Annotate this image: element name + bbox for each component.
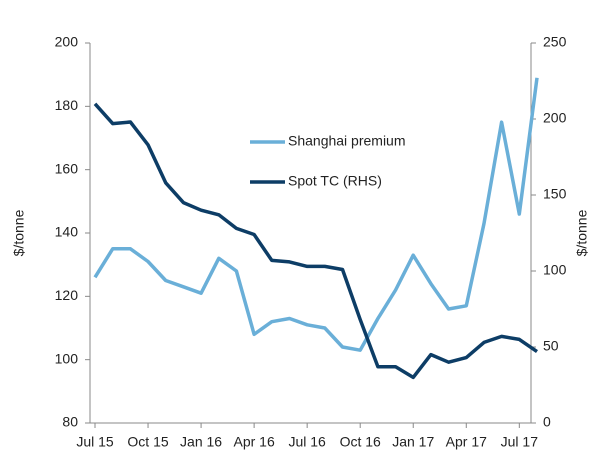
y2-tick-label: 200 xyxy=(543,110,567,126)
x-tick-label: Apr 16 xyxy=(233,434,274,450)
y2-tick-label: 50 xyxy=(543,338,559,354)
y2-tick-label: 150 xyxy=(543,186,567,202)
x-tick-label: Oct 15 xyxy=(127,434,168,450)
x-tick-label: Oct 16 xyxy=(340,434,381,450)
x-tick-label: Jul 16 xyxy=(288,434,326,450)
y-tick-label: 80 xyxy=(62,414,78,430)
y2-tick-label: 250 xyxy=(543,34,567,50)
x-tick-label: Jan 16 xyxy=(180,434,222,450)
y-tick-label: 180 xyxy=(55,97,79,113)
x-tick-label: Jul 15 xyxy=(76,434,114,450)
y-tick-label: 160 xyxy=(55,160,79,176)
y-tick-label: 120 xyxy=(55,287,79,303)
y-tick-label: 140 xyxy=(55,224,79,240)
y2-tick-label: 0 xyxy=(543,414,551,430)
x-tick-label: Jul 17 xyxy=(501,434,539,450)
y-tick-label: 100 xyxy=(55,350,79,366)
y-tick-label: 200 xyxy=(55,34,79,50)
x-tick-label: Jan 17 xyxy=(392,434,434,450)
legend-label: Shanghai premium xyxy=(288,133,406,149)
series-line xyxy=(93,102,538,380)
y2-axis-label: $/tonne xyxy=(574,209,590,256)
y2-tick-label: 100 xyxy=(543,262,567,278)
legend-label: Spot TC (RHS) xyxy=(288,173,382,189)
y-axis-label: $/tonne xyxy=(11,209,27,256)
series-line xyxy=(93,77,539,352)
x-tick-label: Apr 17 xyxy=(446,434,487,450)
